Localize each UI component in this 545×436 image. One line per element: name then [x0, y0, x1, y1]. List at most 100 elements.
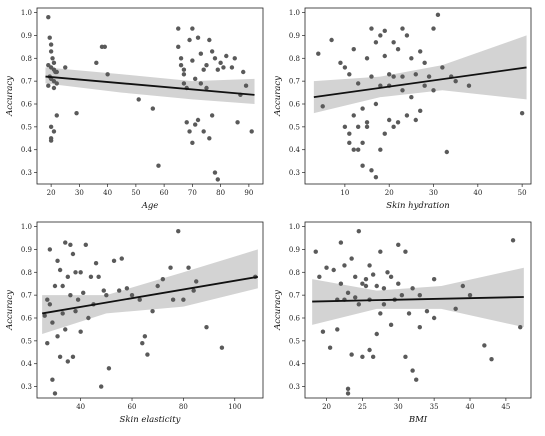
data-point: [424, 308, 430, 314]
data-point: [418, 49, 423, 54]
data-point: [410, 368, 415, 373]
x-tick-label: 80: [216, 189, 225, 197]
data-point: [63, 65, 68, 70]
y-tick-label: 0.6: [21, 101, 33, 109]
data-point: [207, 37, 212, 43]
y-tick-label: 0.9: [289, 32, 300, 40]
data-point: [345, 290, 351, 296]
data-point: [338, 281, 344, 286]
data-point: [68, 292, 73, 298]
x-tick-label: 40: [76, 403, 85, 411]
data-point: [382, 131, 387, 136]
data-point: [489, 356, 494, 362]
plot-frame: [304, 7, 532, 185]
data-point: [181, 72, 187, 77]
data-point: [400, 26, 405, 31]
data-point: [48, 138, 54, 143]
data-point: [204, 62, 209, 68]
data-point: [57, 267, 63, 273]
data-point: [335, 327, 340, 332]
data-point: [219, 345, 225, 350]
y-tick-label: 0.7: [21, 292, 32, 300]
y-axis-title: Accuracy: [5, 76, 15, 117]
data-point: [342, 65, 348, 70]
data-point: [65, 359, 71, 364]
y-tick-label: 0.3: [289, 383, 300, 391]
data-point: [403, 354, 408, 360]
data-point: [78, 270, 83, 275]
data-point: [215, 67, 220, 72]
data-point: [221, 65, 226, 70]
data-point: [168, 265, 173, 270]
y-tick-label: 0.3: [21, 169, 32, 177]
data-point: [47, 302, 53, 307]
y-tick-label: 0.3: [289, 169, 300, 177]
x-tick-label: 10: [340, 189, 349, 197]
data-point: [119, 256, 124, 261]
plot-frame: [36, 7, 264, 185]
data-point: [367, 347, 372, 353]
data-point: [46, 83, 51, 88]
data-point: [331, 267, 336, 273]
data-point: [198, 81, 204, 86]
data-point: [404, 33, 410, 38]
x-tick-label: 30: [394, 403, 403, 411]
data-point: [52, 391, 58, 396]
data-point: [51, 85, 57, 91]
data-point: [170, 297, 176, 302]
x-tick-label: 20: [385, 189, 394, 197]
data-point: [145, 352, 150, 357]
data-point: [453, 78, 458, 84]
x-tick-label: 80: [179, 403, 188, 411]
data-point: [73, 308, 78, 314]
data-point: [75, 297, 81, 302]
data-point: [378, 33, 383, 38]
data-point: [102, 44, 108, 50]
data-point: [48, 49, 54, 54]
confidence-band: [313, 35, 527, 114]
data-point: [386, 72, 392, 77]
data-point: [388, 274, 394, 280]
data-point: [413, 117, 418, 123]
data-point: [73, 270, 78, 275]
y-axis-title: Accuracy: [273, 290, 283, 331]
y-tick-label: 0.5: [21, 123, 32, 131]
data-point: [364, 124, 370, 130]
data-point: [194, 279, 199, 284]
data-point: [52, 283, 58, 289]
data-point: [243, 83, 249, 88]
data-point: [349, 256, 354, 261]
data-point: [395, 120, 401, 125]
data-point: [47, 35, 52, 40]
data-point: [426, 74, 432, 79]
y-tick-label: 0.6: [289, 101, 301, 109]
data-point: [51, 129, 57, 134]
data-point: [317, 274, 322, 280]
y-tick-label: 0.7: [21, 78, 32, 86]
data-point: [482, 343, 487, 348]
data-point: [224, 53, 229, 59]
data-point: [60, 311, 65, 316]
data-point: [54, 113, 59, 118]
y-tick-label: 0.4: [21, 360, 33, 368]
data-point: [518, 324, 523, 330]
data-point: [444, 149, 450, 155]
data-point: [355, 124, 361, 130]
data-point: [381, 286, 387, 291]
data-point: [45, 297, 50, 302]
y-tick-label: 0.6: [21, 315, 33, 323]
plot-frame: [304, 221, 532, 399]
y-tick-label: 1.0: [21, 9, 32, 17]
data-point: [367, 263, 372, 268]
x-axis-title: BMI: [408, 415, 428, 425]
data-point: [156, 163, 161, 168]
data-point: [187, 37, 192, 43]
y-tick-label: 0.3: [21, 383, 32, 391]
data-point: [378, 249, 383, 254]
data-point: [209, 49, 215, 54]
x-tick-label: 30: [429, 189, 438, 197]
data-point: [181, 81, 187, 86]
data-point: [176, 44, 181, 50]
y-tick-label: 0.5: [289, 337, 300, 345]
data-point: [55, 334, 60, 339]
